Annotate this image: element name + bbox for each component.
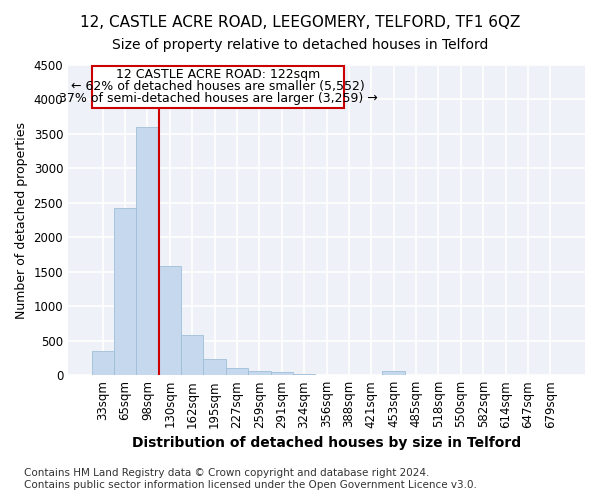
Bar [181,334,203,375]
Bar [293,374,316,375]
Text: Contains HM Land Registry data © Crown copyright and database right 2024.
Contai: Contains HM Land Registry data © Crown c… [24,468,477,490]
Bar [382,372,405,375]
Text: Size of property relative to detached houses in Telford: Size of property relative to detached ho… [112,38,488,52]
FancyBboxPatch shape [92,66,344,108]
Text: 37% of semi-detached houses are larger (3,259) →: 37% of semi-detached houses are larger (… [59,92,377,105]
Bar [203,360,226,375]
Bar [114,208,136,375]
X-axis label: Distribution of detached houses by size in Telford: Distribution of detached houses by size … [132,436,521,450]
Bar [248,370,271,375]
Y-axis label: Number of detached properties: Number of detached properties [15,122,28,318]
Text: ← 62% of detached houses are smaller (5,552): ← 62% of detached houses are smaller (5,… [71,80,365,93]
Bar [271,372,293,375]
Text: 12 CASTLE ACRE ROAD: 122sqm: 12 CASTLE ACRE ROAD: 122sqm [116,68,320,82]
Text: 12, CASTLE ACRE ROAD, LEEGOMERY, TELFORD, TF1 6QZ: 12, CASTLE ACRE ROAD, LEEGOMERY, TELFORD… [80,15,520,30]
Bar [158,266,181,375]
Bar [136,127,158,375]
Bar [226,368,248,375]
Bar [92,350,114,375]
